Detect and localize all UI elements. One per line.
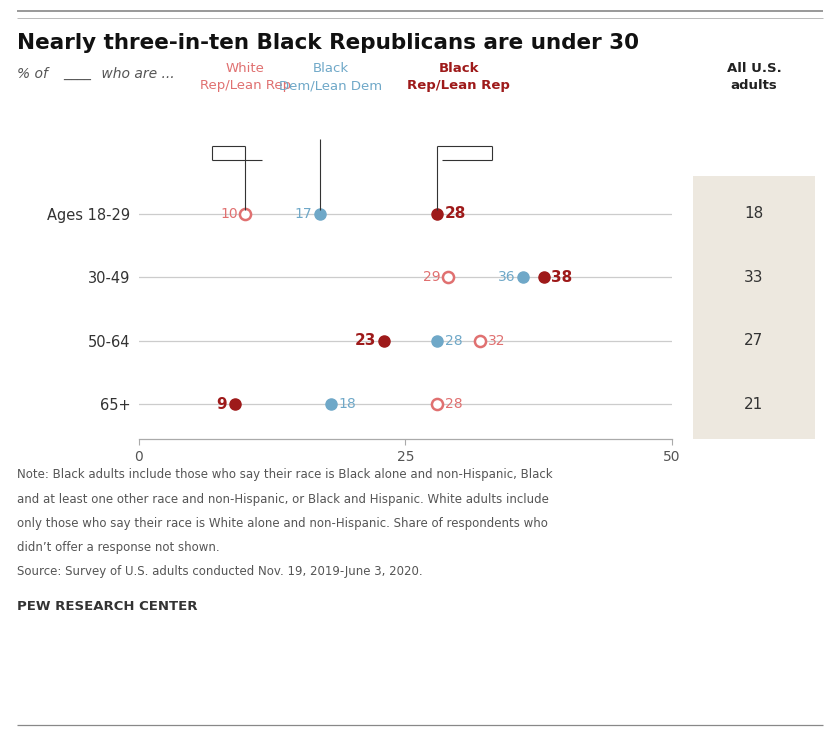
- Text: 38: 38: [551, 270, 573, 285]
- Text: % of: % of: [17, 67, 52, 81]
- Text: 18: 18: [744, 206, 764, 221]
- Text: didn’t offer a response not shown.: didn’t offer a response not shown.: [17, 541, 219, 554]
- Text: 28: 28: [444, 334, 462, 348]
- Text: Nearly three-in-ten Black Republicans are under 30: Nearly three-in-ten Black Republicans ar…: [17, 33, 638, 53]
- Text: Black
Rep/Lean Rep: Black Rep/Lean Rep: [407, 62, 510, 92]
- Text: White
Rep/Lean Rep: White Rep/Lean Rep: [200, 62, 291, 92]
- Text: All U.S.
adults: All U.S. adults: [727, 62, 781, 92]
- Text: ____: ____: [63, 67, 91, 81]
- Text: 29: 29: [423, 270, 440, 284]
- Text: 28: 28: [444, 206, 466, 221]
- Text: who are ...: who are ...: [97, 67, 175, 81]
- Text: 36: 36: [497, 270, 515, 284]
- Text: 33: 33: [744, 270, 764, 285]
- Text: Note: Black adults include those who say their race is Black alone and non-Hispa: Note: Black adults include those who say…: [17, 468, 553, 482]
- Text: and at least one other race and non-Hispanic, or Black and Hispanic. White adult: and at least one other race and non-Hisp…: [17, 493, 549, 506]
- Text: 32: 32: [487, 334, 505, 348]
- Text: 10: 10: [220, 206, 238, 221]
- Text: 28: 28: [444, 397, 462, 411]
- Text: Source: Survey of U.S. adults conducted Nov. 19, 2019-June 3, 2020.: Source: Survey of U.S. adults conducted …: [17, 565, 423, 578]
- Text: PEW RESEARCH CENTER: PEW RESEARCH CENTER: [17, 600, 197, 613]
- Text: 18: 18: [338, 397, 356, 411]
- Text: 21: 21: [744, 397, 764, 412]
- Text: only those who say their race is White alone and non-Hispanic. Share of responde: only those who say their race is White a…: [17, 517, 548, 530]
- Text: Black
Dem/Lean Dem: Black Dem/Lean Dem: [279, 62, 382, 92]
- Text: 9: 9: [217, 397, 227, 412]
- Text: 23: 23: [355, 333, 376, 348]
- Text: 17: 17: [295, 206, 312, 221]
- Text: 27: 27: [744, 333, 764, 348]
